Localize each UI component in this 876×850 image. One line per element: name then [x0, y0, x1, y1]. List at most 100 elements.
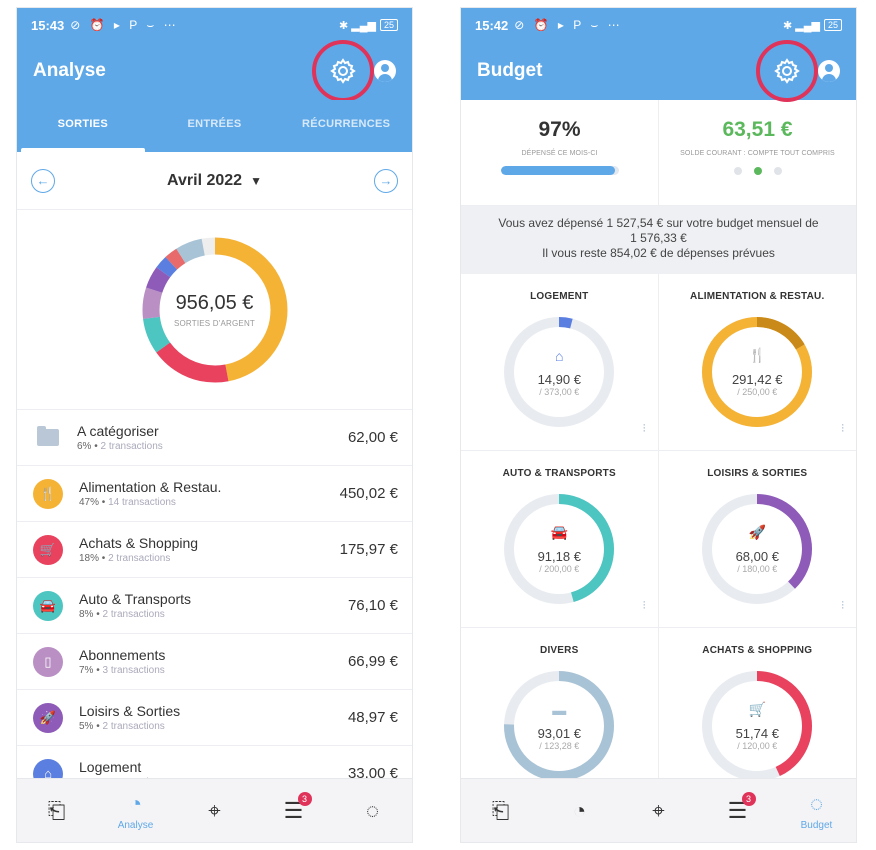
transaction-count: 2 transactions: [102, 721, 165, 732]
tab-bar: SORTIES ENTRÉES RÉCURRENCES: [17, 100, 412, 152]
category-row[interactable]: 🚘 Auto & Transports 8% • 2 transactions 76…: [17, 578, 412, 634]
category-amount: 62,00 €: [347, 429, 398, 446]
budget-card[interactable]: DIVERS▬ 93,01 € / 123,28 €⫶: [461, 628, 659, 805]
status-time: 15:42: [475, 17, 509, 33]
donut-segment[interactable]: [142, 237, 287, 382]
tab-recurrences[interactable]: RÉCURRENCES: [302, 118, 391, 130]
balance-card[interactable]: 63,51 € SOLDE COURANT : COMPTE TOUT COMP…: [658, 100, 856, 205]
month-label: Avril 2022: [167, 171, 243, 189]
category-amount: 175,97 €: [339, 541, 398, 558]
transaction-count: 14 transactions: [108, 497, 176, 508]
transaction-count: 2 transactions: [100, 441, 163, 452]
total-spent: 956,05 €: [175, 291, 254, 314]
category-name: Logement: [79, 759, 142, 775]
donut-segment[interactable]: [142, 237, 287, 382]
budget-ring: ▬ 93,01 € / 123,28 €: [501, 668, 617, 784]
ring-progress: [504, 671, 615, 781]
budget-spent: 14,90 €: [537, 371, 581, 387]
budget-ring: 🍴 291,42 € / 250,00 €: [699, 314, 815, 430]
page-dot[interactable]: [773, 167, 782, 175]
category-row[interactable]: ▯ Abonnements 7% • 3 transactions 66,99 €: [17, 634, 412, 690]
adjust-sliders-icon[interactable]: ⫶: [841, 600, 844, 612]
nav-item[interactable]: ⌖: [619, 798, 698, 824]
page-dot[interactable]: [733, 167, 742, 175]
analyse-icon: ◔: [128, 790, 143, 816]
budget-screen: 15:42 ⊘ ⏰ ▸ P ⌣ ⋯ ✱ ▂▄▆ 25 Budget 97% DÉ…: [460, 7, 857, 843]
month-dropdown[interactable]: Avril 2022 ▼: [167, 172, 262, 190]
category-row[interactable]: A catégoriser 6% • 2 transactions 62,00 €: [17, 410, 412, 466]
category-amount: 33,00 €: [347, 765, 398, 782]
tab-entrees[interactable]: ENTRÉES: [187, 118, 242, 130]
spending-donut: 956,05 € SORTIES D'ARGENT: [17, 210, 412, 410]
status-bar: 15:42 ⊘ ⏰ ▸ P ⌣ ⋯ ✱ ▂▄▆ 25: [461, 8, 856, 42]
info-line: Il vous reste 854,02 € de dépenses prévu…: [542, 246, 775, 260]
category-row[interactable]: 🚀 Loisirs & Sorties 5% • 2 transactions 48…: [17, 690, 412, 746]
nav-label: Budget: [800, 819, 833, 831]
nav-item[interactable]: ⌖: [175, 798, 254, 824]
budget-card[interactable]: ALIMENTATION & RESTAU. 🍴 291,42 € / 250,0…: [658, 274, 856, 451]
status-time: 15:43: [31, 17, 65, 33]
transaction-count: 2 transactions: [108, 553, 171, 564]
adjust-sliders-icon[interactable]: ⫶: [642, 600, 646, 612]
fork-knife-icon: 🍴: [748, 347, 766, 363]
donut-segment[interactable]: [142, 237, 287, 382]
spent-percent-label: DÉPENSÉ CE MOIS-CI: [521, 150, 598, 157]
budget-category-title: LOGEMENT: [530, 291, 589, 302]
status-icons: ⊘ ⏰ ▸ P ⌣ ⋯: [514, 17, 623, 32]
category-amount: 450,02 €: [339, 485, 398, 502]
spent-percent-card[interactable]: 97% DÉPENSÉ CE MOIS-CI: [461, 100, 658, 205]
page-dots: [659, 167, 856, 175]
budget-card[interactable]: LOGEMENT ⌂ 14,90 € / 373,00 € ⫶: [461, 274, 659, 451]
battery-icon: 25: [823, 19, 842, 31]
nav-item[interactable]: ☰ 3: [254, 791, 333, 824]
nav-item[interactable]: ☰ 3: [698, 791, 777, 824]
nav-item[interactable]: ◌ Budget: [777, 791, 856, 831]
status-icons: ⊘ ⏰ ▸ P ⌣ ⋯: [70, 17, 179, 32]
notification-badge: 3: [741, 791, 756, 806]
category-percent: 8%: [79, 609, 94, 620]
budget-card[interactable]: LOISIRS & SORTIES 🚀 68,00 € / 180,00 € ⫶: [658, 451, 856, 628]
budget-summary: 97% DÉPENSÉ CE MOIS-CI 63,51 € SOLDE COU…: [461, 100, 856, 206]
budget-category-title: LOISIRS & SORTIES: [707, 468, 808, 479]
category-name: A catégoriser: [77, 423, 159, 439]
total-spent-label: SORTIES D'ARGENT: [173, 318, 256, 328]
page-dot-active[interactable]: [753, 167, 762, 175]
budget-spent: 291,42 €: [731, 372, 783, 387]
current-balance-label: SOLDE COURANT : COMPTE TOUT COMPRIS: [680, 150, 835, 157]
app-bar: Budget: [461, 40, 856, 102]
budget-category-title: AUTO & TRANSPORTS: [502, 468, 616, 479]
highlight-circle: [312, 40, 374, 102]
signal-icon: ✱ ▂▄▆: [782, 19, 820, 32]
budget-category-grid: LOGEMENT ⌂ 14,90 € / 373,00 € ⫶ ALIMENTATIO…: [461, 274, 856, 805]
accounts-icon: ⎗: [491, 797, 510, 823]
profile-icon[interactable]: [818, 60, 840, 82]
budget-spent: 68,00 €: [735, 549, 779, 564]
nav-item[interactable]: ◔: [540, 798, 619, 824]
budget-icon: ◌: [365, 797, 380, 823]
tab-sorties[interactable]: SORTIES: [57, 118, 109, 130]
signal-icon: ✱ ▂▄▆: [338, 19, 376, 32]
prev-month-button[interactable]: ←: [31, 168, 55, 193]
adjust-sliders-icon[interactable]: ⫶: [841, 423, 844, 435]
category-row[interactable]: 🍴 Alimentation & Restau. 47% • 14 transac…: [17, 466, 412, 522]
budget-info-band: Vous avez dépensé 1 527,54 € sur votre b…: [461, 206, 856, 274]
settings-gear-icon[interactable]: [756, 40, 818, 102]
category-row[interactable]: 🛒 Achats & Shopping 18% • 2 transactions 1…: [17, 522, 412, 578]
profile-icon[interactable]: [374, 60, 396, 82]
budget-ring: ⌂ 14,90 € / 373,00 €: [501, 314, 617, 430]
category-name: Auto & Transports: [79, 591, 192, 607]
budget-limit: / 200,00 €: [539, 564, 580, 574]
ring-progress: [702, 494, 813, 604]
budget-spent: 91,18 €: [537, 549, 581, 564]
info-line: 1 576,33 €: [630, 231, 687, 245]
next-month-button[interactable]: →: [374, 168, 398, 193]
budget-card[interactable]: AUTO & TRANSPORTS 🚘 91,18 € / 200,00 € ⫶: [461, 451, 659, 628]
highlight-circle: [756, 40, 818, 102]
donut-chart[interactable]: [135, 230, 295, 390]
nav-item[interactable]: ⎗: [17, 798, 96, 824]
nav-item[interactable]: ⎗: [461, 798, 540, 824]
nav-item[interactable]: ◔ Analyse: [96, 791, 175, 831]
adjust-sliders-icon[interactable]: ⫶: [642, 423, 646, 435]
nav-item[interactable]: ◌: [333, 798, 412, 824]
settings-gear-icon[interactable]: [312, 40, 374, 102]
